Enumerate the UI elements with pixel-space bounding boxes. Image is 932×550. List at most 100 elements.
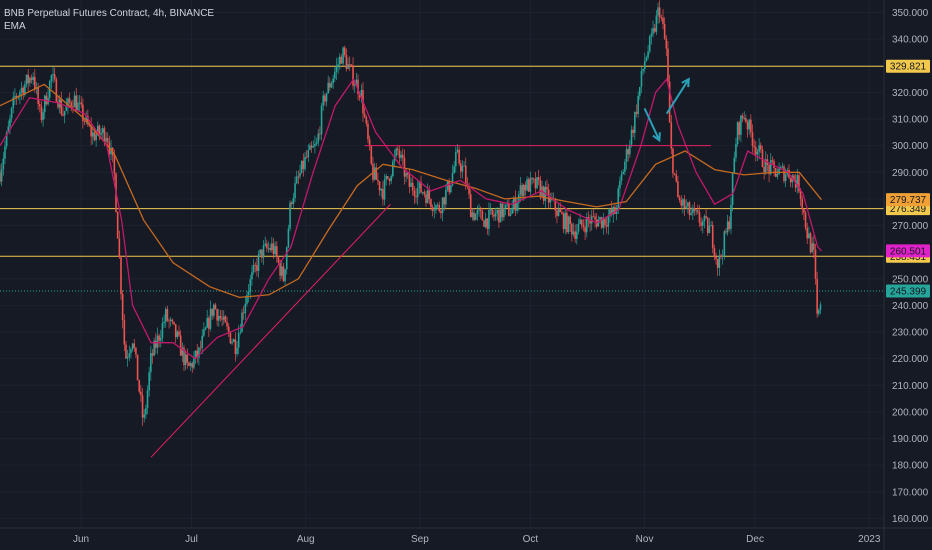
candle-body xyxy=(776,174,779,177)
candle-body xyxy=(42,112,44,121)
candle-body xyxy=(410,182,412,187)
candle-body xyxy=(604,218,606,226)
candle-body xyxy=(499,203,502,223)
candle-body xyxy=(455,152,457,167)
candle-body xyxy=(445,189,447,205)
candle-body xyxy=(392,161,394,177)
candle-body xyxy=(135,347,137,355)
candle-body xyxy=(431,207,434,211)
candle-body xyxy=(612,206,615,215)
candle-body xyxy=(343,47,346,55)
candle-body xyxy=(317,133,320,143)
candle-body xyxy=(274,246,276,255)
candle-body xyxy=(658,7,661,18)
candle-body xyxy=(324,95,326,102)
candle-body xyxy=(436,204,439,206)
candle-body xyxy=(498,209,500,223)
candle-body xyxy=(524,184,527,191)
candle-body xyxy=(398,150,401,158)
candle-body xyxy=(98,125,101,135)
candle-body xyxy=(536,177,538,189)
candle-body xyxy=(685,206,688,208)
candle-body xyxy=(231,341,233,344)
candle-body xyxy=(468,185,470,195)
candle-body xyxy=(367,123,369,140)
candle-body xyxy=(783,166,785,182)
candle-body xyxy=(168,320,170,322)
candle-body xyxy=(710,224,712,226)
candle-body xyxy=(229,332,232,344)
candle-body xyxy=(789,177,792,183)
candle-body xyxy=(87,115,89,125)
candle-body xyxy=(353,84,356,86)
candle-body xyxy=(411,182,414,191)
level-price-tag: 276.349 xyxy=(890,204,927,215)
candle-body xyxy=(141,395,144,418)
candle-body xyxy=(385,176,387,180)
arrow-line[interactable] xyxy=(665,78,690,115)
candle-body xyxy=(352,65,354,86)
candle-body xyxy=(27,74,29,84)
candle-body xyxy=(184,354,187,366)
candle-body xyxy=(778,168,780,175)
candle-body xyxy=(408,174,411,187)
trend-line[interactable] xyxy=(150,203,391,458)
chart-symbol-title: BNB Perpetual Futures Contract, 4h, BINA… xyxy=(4,8,215,19)
candle-body xyxy=(750,119,752,133)
candle-body xyxy=(213,304,215,316)
candle-body xyxy=(189,363,192,366)
candle-body xyxy=(272,243,275,255)
candle-body xyxy=(647,51,649,58)
candle-body xyxy=(579,219,581,225)
candle-body xyxy=(90,125,92,137)
candle-body xyxy=(479,209,482,211)
candle-body xyxy=(708,225,711,234)
arrow-line[interactable] xyxy=(643,107,661,141)
candle-body xyxy=(584,227,586,233)
candle-body xyxy=(753,145,755,148)
candle-body xyxy=(282,266,285,282)
candle-body xyxy=(80,102,83,105)
candle-body xyxy=(725,231,727,233)
candle-body xyxy=(453,166,455,173)
candle-body xyxy=(471,212,474,218)
price-tick-label: 300.000 xyxy=(892,141,929,152)
candle-body xyxy=(60,99,63,115)
candle-body xyxy=(156,335,159,348)
candle-body xyxy=(678,197,681,201)
candle-body xyxy=(176,331,179,338)
candle-body xyxy=(806,227,809,239)
candle-body xyxy=(577,224,580,232)
candle-body xyxy=(571,223,573,235)
candle-body xyxy=(529,177,532,192)
candle-body xyxy=(763,167,765,173)
candle-body xyxy=(29,77,31,84)
candle-body xyxy=(118,238,121,258)
candle-body xyxy=(450,185,452,193)
candle-body xyxy=(660,17,663,19)
candle-body xyxy=(312,146,315,148)
candle-body xyxy=(746,121,749,130)
candle-body xyxy=(723,231,726,256)
candle-body xyxy=(378,181,381,191)
candle-body xyxy=(266,243,268,249)
candle-body xyxy=(224,316,227,323)
candle-body xyxy=(675,174,678,182)
candle-body xyxy=(68,98,71,103)
candle-body xyxy=(290,202,293,204)
candle-body xyxy=(334,71,336,79)
candle-body xyxy=(441,197,444,214)
candle-body xyxy=(158,335,160,341)
candle-body xyxy=(204,327,207,330)
candle-body xyxy=(368,139,371,146)
candle-body xyxy=(67,98,69,106)
candle-body xyxy=(140,391,142,396)
candle-body xyxy=(653,28,656,32)
candle-body xyxy=(464,165,467,185)
candle-body xyxy=(173,321,175,325)
candle-body xyxy=(196,350,199,358)
candle-body xyxy=(564,212,567,230)
candle-body xyxy=(764,159,767,173)
